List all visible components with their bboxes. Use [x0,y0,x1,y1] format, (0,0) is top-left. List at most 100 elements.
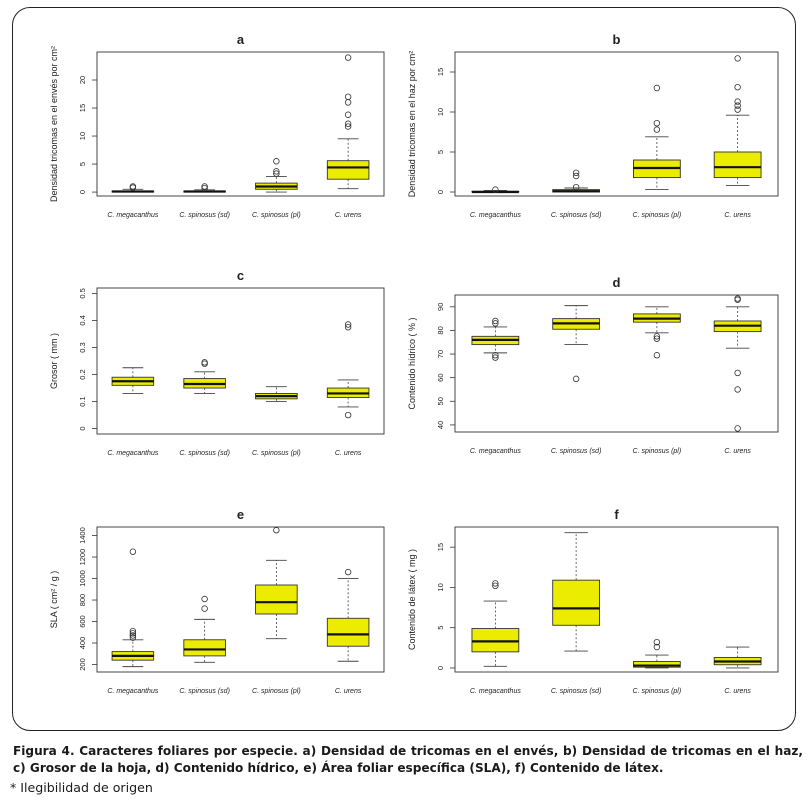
box-2 [552,169,600,193]
chart-title: f [614,507,619,522]
y-tick-label: 5 [436,626,445,630]
box-1 [471,317,520,361]
box-4 [713,646,762,669]
chart-panel-d: d 40 50 60 70 80 90 Contenido hídrico ( % ) C. m… [407,275,779,455]
y-tick-label: 40 [436,421,445,429]
outlier-point [129,183,137,190]
chart-panel-a: a 0 5 10 15 20 Densidad tricomas en el envés p… [49,32,385,219]
x-category-label: C. spinosus (sd) [179,450,230,457]
x-category-label: C. urens [335,450,362,457]
outlier-point [273,158,280,165]
outlier-point [734,55,741,62]
x-category-label: C. spinosus (pl) [633,212,682,219]
x-category-label: C. megacanthus [107,212,158,219]
outlier-point [653,643,661,651]
x-category-label: C. spinosus (sd) [551,448,602,455]
outlier-point [653,119,661,127]
x-category-label: C. megacanthus [107,688,158,695]
chart-title: c [237,268,244,283]
y-axis-label: Grosor ( mm ) [49,333,59,389]
outlier-point [201,183,208,190]
box-3 [633,638,681,669]
x-category-label: C. spinosus (sd) [551,212,602,219]
outlier-point [492,317,499,325]
chart-title: d [613,275,621,290]
outlier-point [492,580,499,587]
outlier-point [344,123,352,130]
y-tick-label: 15 [78,104,87,112]
y-axis-label: SLA ( cm² / g ) [49,571,59,629]
outlier-point [734,98,741,105]
box-1 [471,580,520,667]
x-category-label: C. spinosus (pl) [633,688,682,695]
outlier-point [492,352,499,359]
y-tick-label: 1400 [78,527,87,544]
outlier-point [734,369,741,377]
outlier-point [273,527,280,534]
box-3 [255,386,298,403]
y-tick-label: 80 [436,326,445,334]
plot-frame [96,287,385,435]
plot-frame [454,51,779,197]
plot-frame [96,51,385,197]
outlier-point [734,83,741,91]
chart-panel-f: f 0 5 10 15 Contenido de látex ( mg ) C. megac… [407,507,779,695]
outlier-point [273,170,280,177]
outlier-point [201,359,208,366]
box-iqr [255,584,298,615]
plot-frame [454,526,779,673]
outlier-point [734,386,741,393]
outlier-point [492,320,499,327]
y-axis-label: Contenido de látex ( mg ) [407,549,417,650]
outlier-point [201,595,208,603]
y-tick-label: 5 [78,162,87,166]
y-tick-label: 0.4 [78,315,87,325]
outlier-point [344,54,352,61]
x-category-label: C. urens [724,688,751,695]
outlier-point [572,172,580,180]
box-iqr [326,617,370,647]
outlier-point [129,627,137,635]
y-tick-label: 0 [436,190,445,194]
y-tick-label: 50 [436,397,445,405]
outlier-point [344,99,352,106]
box-1 [111,183,155,193]
x-category-label: C. spinosus (pl) [633,448,682,455]
outlier-point [344,93,352,101]
y-tick-label: 200 [78,658,87,671]
y-tick-label: 0.2 [78,369,87,379]
y-tick-label: 800 [78,594,87,607]
box-2 [552,305,600,383]
box-3 [255,527,298,640]
y-tick-label: 400 [78,637,87,650]
x-category-label: C. spinosus (sd) [179,212,230,219]
chart-title: e [237,507,244,522]
outlier-point [201,605,208,612]
x-category-label: C. spinosus (pl) [252,688,301,695]
figure-caption: Figura 4. Caracteres foliares por especi… [13,744,803,775]
box-2 [183,595,226,663]
y-tick-label: 0.5 [78,288,87,298]
outlier-point [492,354,499,361]
outlier-point [572,169,580,176]
x-category-label: C. spinosus (sd) [179,688,230,695]
outlier-point [653,126,661,133]
y-tick-label: 15 [436,543,445,551]
box-4 [713,55,762,187]
chart-title: b [613,32,621,47]
y-tick-label: 0.1 [78,396,87,406]
box-1 [111,367,155,394]
y-axis-label: Densidad tricomas en el envés por cm² [49,46,59,202]
outlier-point [129,634,137,641]
outlier-point [201,360,208,367]
outlier-point [734,106,741,113]
y-tick-label: 0.3 [78,342,87,352]
x-category-label: C. urens [724,448,751,455]
x-category-label: C. urens [335,212,362,219]
x-category-label: C. spinosus (pl) [252,450,301,457]
x-category-label: C. urens [335,688,362,695]
y-axis-label: Contenido hídrico ( % ) [407,317,417,409]
outlier-point [653,335,661,342]
outlier-point [273,168,280,175]
